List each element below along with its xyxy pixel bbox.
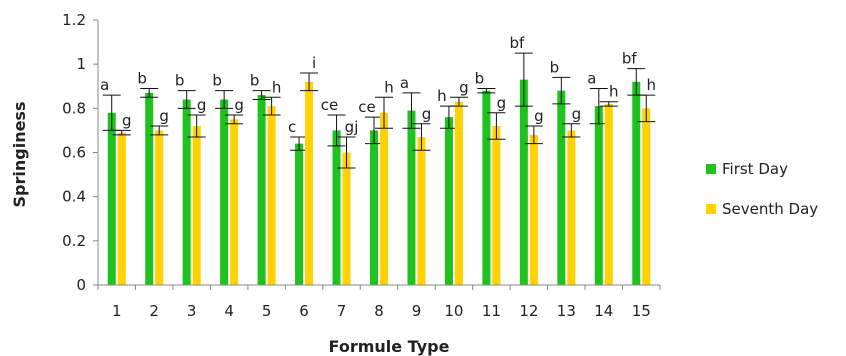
bar [529, 134, 538, 285]
x-tick-label: 3 [187, 302, 197, 320]
bar [305, 81, 314, 285]
significance-label: h [609, 83, 619, 101]
bar [642, 108, 651, 285]
significance-label: c [288, 118, 296, 136]
bar [557, 90, 566, 286]
bar [370, 130, 378, 285]
significance-label: ce [358, 98, 375, 116]
bar [604, 103, 613, 286]
y-tick-label: 1 [76, 55, 86, 73]
bar [417, 137, 426, 285]
axes: Formule Type Springiness 00.20.40.60.811… [10, 11, 661, 356]
bar [407, 110, 416, 286]
bar [519, 79, 528, 285]
significance-label: b [137, 69, 147, 87]
legend-label-seventh-day: Seventh Day [722, 200, 818, 218]
significance-label: g [122, 111, 132, 129]
x-tick-label: 4 [224, 302, 234, 320]
significance-label: h [272, 78, 282, 96]
legend: First Day Seventh Day [706, 160, 818, 218]
bar [454, 101, 463, 285]
x-tick-label: 12 [519, 302, 538, 320]
x-tick-label: 10 [444, 302, 463, 320]
y-tick-label: 0.8 [62, 99, 86, 117]
bar [380, 112, 388, 285]
x-tick-label: 9 [412, 302, 422, 320]
y-tick-label: 0.2 [62, 232, 86, 250]
x-tick-label: 5 [262, 302, 272, 320]
x-tick-label: 13 [557, 302, 576, 320]
significance-label: i [312, 54, 316, 72]
bar [567, 130, 576, 285]
significance-label: g [197, 96, 207, 114]
y-axis-title: Springiness [10, 102, 29, 208]
bar [482, 90, 491, 286]
significance-label: g [422, 105, 432, 123]
bar [295, 143, 304, 285]
bar [192, 126, 201, 285]
significance-label: b [550, 58, 560, 76]
y-tick-label: 0 [76, 276, 86, 294]
significance-label: b [175, 72, 185, 90]
significance-label: a [400, 74, 409, 92]
significance-label: a [587, 69, 596, 87]
x-tick-label: 15 [632, 302, 651, 320]
bar [145, 92, 154, 285]
significance-label: gj [345, 118, 359, 136]
x-tick-label: 1 [112, 302, 122, 320]
significance-label: b [250, 72, 260, 90]
x-tick-label: 6 [299, 302, 309, 320]
significance-label: h [384, 78, 394, 96]
bar [117, 132, 126, 285]
significance-label: ce [321, 96, 338, 114]
bar [182, 99, 191, 285]
bar [342, 152, 351, 285]
x-tick-label: 8 [374, 302, 384, 320]
y-tick-label: 1.2 [62, 11, 86, 29]
legend-swatch-first-day [706, 164, 716, 174]
significance-label: g [497, 94, 507, 112]
x-tick-label: 14 [594, 302, 613, 320]
bar [444, 117, 453, 286]
significance-label: g [459, 78, 469, 96]
significance-label: b [212, 72, 222, 90]
significance-label: g [234, 96, 244, 114]
bar [267, 106, 276, 285]
significance-label: b [475, 69, 485, 87]
significance-label: h [647, 76, 657, 94]
x-tick-label: 7 [337, 302, 347, 320]
significance-label: bf [509, 34, 525, 52]
bar [257, 95, 266, 285]
bar [155, 130, 164, 285]
bar [332, 130, 341, 285]
significance-label: a [100, 76, 109, 94]
significance-label: g [534, 107, 544, 125]
y-tick-label: 0.6 [62, 144, 86, 162]
bar [220, 99, 229, 285]
bar [632, 81, 641, 285]
significance-label: bf [622, 50, 638, 68]
x-axis-title: Formule Type [329, 337, 450, 356]
x-tick-label: 11 [482, 302, 501, 320]
bar [107, 112, 116, 285]
bar [594, 106, 603, 285]
legend-label-first-day: First Day [722, 160, 788, 178]
legend-swatch-seventh-day [706, 204, 716, 214]
significance-label: g [572, 105, 582, 123]
bar [492, 126, 501, 285]
y-tick-label: 0.4 [62, 188, 86, 206]
bar [230, 119, 239, 285]
x-tick-label: 2 [149, 302, 159, 320]
significance-label: g [159, 107, 169, 125]
significance-label: h [437, 87, 447, 105]
